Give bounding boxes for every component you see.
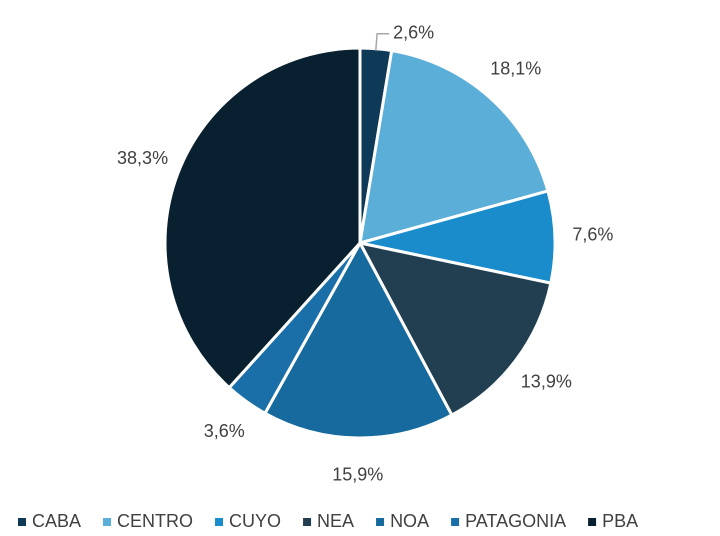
legend-label: CUYO (229, 511, 281, 531)
data-label: 2,6% (393, 22, 434, 42)
pie-slice (163, 46, 362, 390)
pie-slice (358, 48, 550, 246)
pie-slice (262, 239, 454, 440)
legend-label: NEA (317, 511, 354, 531)
legend-swatch (18, 518, 26, 526)
legend-swatch (303, 518, 312, 526)
data-label: 15,9% (332, 465, 383, 485)
legend-swatch (451, 518, 460, 526)
legend-label: NOA (390, 511, 429, 531)
legend-label: PATAGONIA (465, 511, 566, 531)
leader-line (374, 32, 390, 51)
legend-swatch (103, 518, 112, 526)
legend-swatch (588, 518, 597, 526)
pie-slice (359, 189, 557, 285)
pie-slice (357, 240, 553, 418)
legend-label: CENTRO (117, 511, 193, 531)
data-label: 38,3% (117, 148, 168, 168)
legend-label: CABA (32, 511, 81, 531)
data-label: 13,9% (521, 372, 572, 392)
data-label: 18,1% (490, 58, 541, 78)
legend-swatch (376, 518, 385, 526)
legend-swatch (215, 518, 224, 526)
legend-label: PBA (602, 511, 638, 531)
data-label: 7,6% (572, 224, 613, 244)
data-label: 3,6% (204, 421, 245, 441)
